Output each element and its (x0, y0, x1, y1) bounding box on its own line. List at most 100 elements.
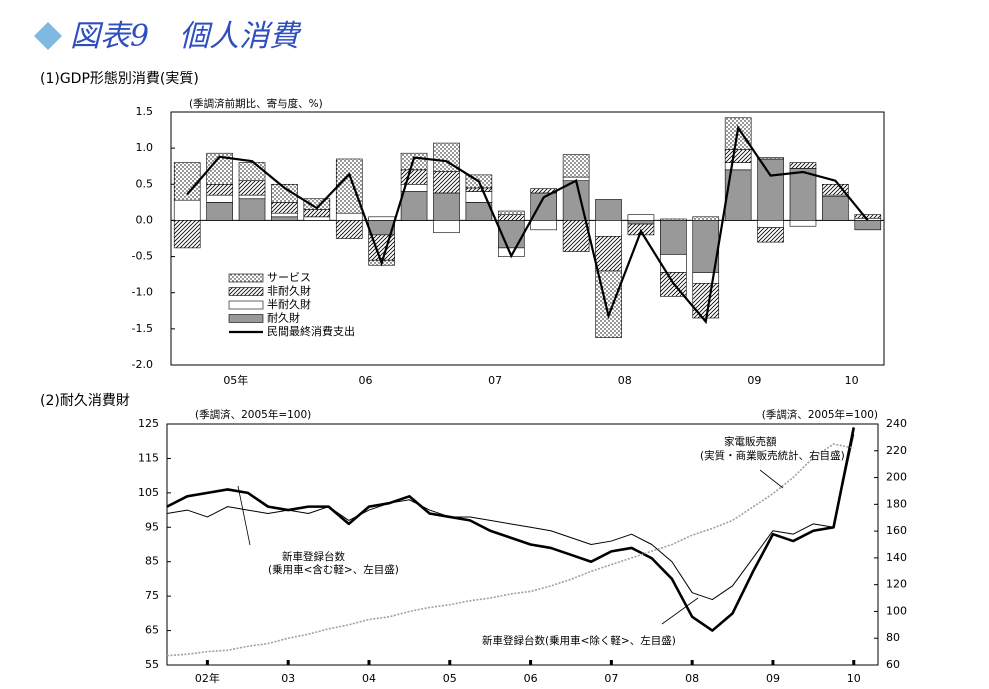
bar-segment (724, 149, 752, 163)
line-series (166, 443, 854, 657)
x-tick-label: 07 (488, 374, 502, 387)
chart-2: (季調済、2005年=100) (季調済、2005年=100) 55 65 75 85 95… (138, 408, 907, 685)
x-tick-label: 08 (618, 374, 632, 387)
bar-segment (854, 214, 882, 219)
bar-segment (400, 152, 428, 171)
bar-segment (822, 196, 849, 221)
y-tick-label: 0.0 (136, 213, 154, 226)
bar-segment (789, 162, 817, 169)
bar-segment (173, 220, 201, 249)
legend-swatch (228, 300, 264, 310)
y-tick-label: 115 (138, 451, 159, 464)
x-tick-label: 04 (362, 672, 376, 685)
bar-segment (238, 162, 266, 181)
bar-segment (530, 220, 558, 231)
bar-segment (433, 192, 460, 221)
y2-tick-label: 100 (886, 604, 907, 617)
plot-frame (170, 111, 885, 366)
bar-segment (757, 157, 784, 160)
bar-segment (822, 183, 849, 196)
bar-segment (562, 154, 590, 178)
bar-segment (692, 216, 720, 221)
y-tick-label: 0.5 (136, 177, 154, 190)
bar-segment (238, 180, 266, 196)
bar-segment (789, 168, 817, 221)
bar-segment (854, 220, 882, 231)
series-name: 新車登録台数 (482, 634, 545, 647)
annotation-arrow (661, 597, 699, 625)
bar-segment (433, 170, 460, 194)
x-tick-label: 10 (845, 374, 859, 387)
series-label: 新車登録台数(乗用車<含む軽>、左目盛) (268, 550, 399, 576)
bar-segment (595, 199, 622, 221)
bar-segment (238, 198, 266, 221)
y-tick-label: 105 (138, 486, 159, 499)
bar-segment (789, 220, 817, 227)
bar-segment (206, 183, 233, 196)
title-icon (34, 22, 62, 50)
line-series (166, 427, 856, 632)
bar-segment (271, 212, 298, 218)
series-note: (乗用車<除く軽>、左目盛) (545, 634, 676, 647)
series-label: 新車登録台数(乗用車<除く軽>、左目盛) (482, 634, 676, 647)
legend-label: サービス (267, 271, 311, 284)
section-title: (2)耐久消費財 (40, 393, 130, 409)
chart-1: (季調済前期比、寄与度、%) 1.5 1.0 0.5 0.0 -0.5 -1.0 -1.5 -2… (132, 97, 885, 387)
y2-tick-label: 140 (886, 551, 907, 564)
bar-segment (465, 202, 493, 221)
bar-segment (173, 162, 201, 201)
y-tick-label: 1.5 (136, 105, 154, 118)
y2-tick-label: 200 (886, 471, 907, 484)
annotation-arrow (237, 485, 251, 546)
bar-segment (271, 216, 298, 221)
bar-segment (595, 220, 622, 237)
section-title: (1)GDP形態別消費(実質) (40, 71, 199, 87)
bar-segment (497, 214, 525, 221)
y-tick-label: 85 (145, 555, 159, 568)
bar-segment (303, 198, 331, 210)
x-tick (205, 660, 209, 665)
x-tick (448, 660, 452, 665)
plot-frame (166, 423, 879, 666)
y-tick-label: -0.5 (132, 250, 153, 263)
bar-segment (271, 183, 298, 203)
bar-segment (433, 220, 460, 234)
legend-swatch (228, 314, 264, 323)
y2-tick-label: 240 (886, 417, 907, 430)
legend-label: 民間最終消費支出 (267, 324, 355, 338)
bar-segment (335, 158, 363, 214)
x-tick (286, 660, 290, 665)
y-tick-label: 95 (145, 520, 159, 533)
bar-segment (368, 216, 395, 221)
bar-segment (238, 194, 266, 200)
bar-segment (271, 202, 298, 214)
bar-segment (206, 202, 233, 221)
bar-segment (595, 236, 622, 272)
page-title: 図表9 個人消費 (70, 19, 302, 54)
x-tick-label: 06 (358, 374, 372, 387)
x-tick-label: 06 (524, 672, 538, 685)
y-tick-label: 55 (145, 658, 159, 671)
bar-segment (335, 220, 363, 239)
x-tick (852, 660, 856, 665)
axis-note: (季調済、2005年=100) (762, 408, 878, 421)
bar-segment (400, 169, 428, 185)
bar-segment (757, 220, 784, 228)
series-name: 新車登録台数 (282, 550, 345, 563)
x-tick-label: 09 (747, 374, 761, 387)
y2-tick-label: 60 (886, 658, 900, 671)
line-series (166, 434, 855, 601)
bar-segment (757, 158, 784, 221)
bar-segment (627, 220, 655, 225)
bar-segment (660, 218, 687, 221)
bar-segment (303, 216, 331, 221)
y-tick-label: -2.0 (132, 358, 153, 371)
axis-note: (季調済、2005年=100) (195, 408, 311, 421)
bar-segment (562, 220, 590, 252)
legend-label: 半耐久財 (267, 297, 311, 311)
bar-segment (303, 209, 331, 218)
bar-segment (724, 162, 752, 171)
x-tick-label: 03 (281, 672, 295, 685)
y2-tick-label: 80 (886, 631, 900, 644)
